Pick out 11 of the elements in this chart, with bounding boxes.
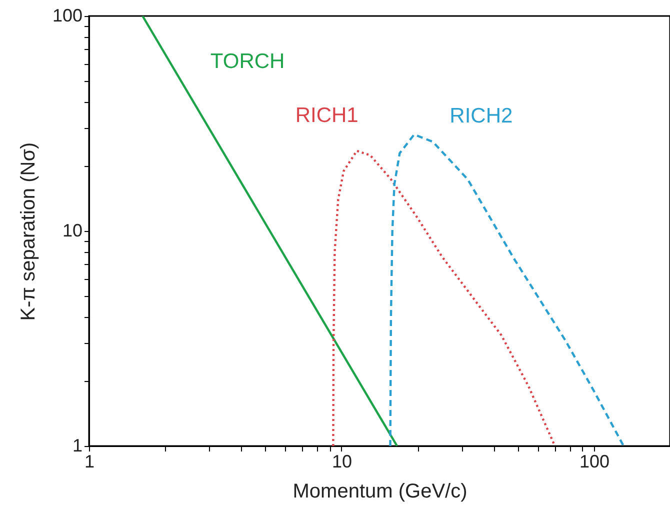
y-tick-label: 1 bbox=[72, 436, 82, 456]
y-tick-label: 100 bbox=[52, 6, 82, 26]
x-tick-label: 1 bbox=[84, 452, 95, 472]
y-axis-title: K-π separation (Nσ) bbox=[17, 142, 40, 321]
series-label: RICH2 bbox=[450, 104, 513, 128]
y-tick-label: 10 bbox=[62, 220, 82, 240]
x-tick-label: 10 bbox=[332, 452, 352, 472]
x-tick-label: 100 bbox=[579, 452, 610, 472]
series-label: TORCH bbox=[210, 50, 285, 73]
series-label: RICH1 bbox=[295, 104, 358, 127]
x-axis-title: Momentum (GeV/c) bbox=[292, 480, 468, 502]
